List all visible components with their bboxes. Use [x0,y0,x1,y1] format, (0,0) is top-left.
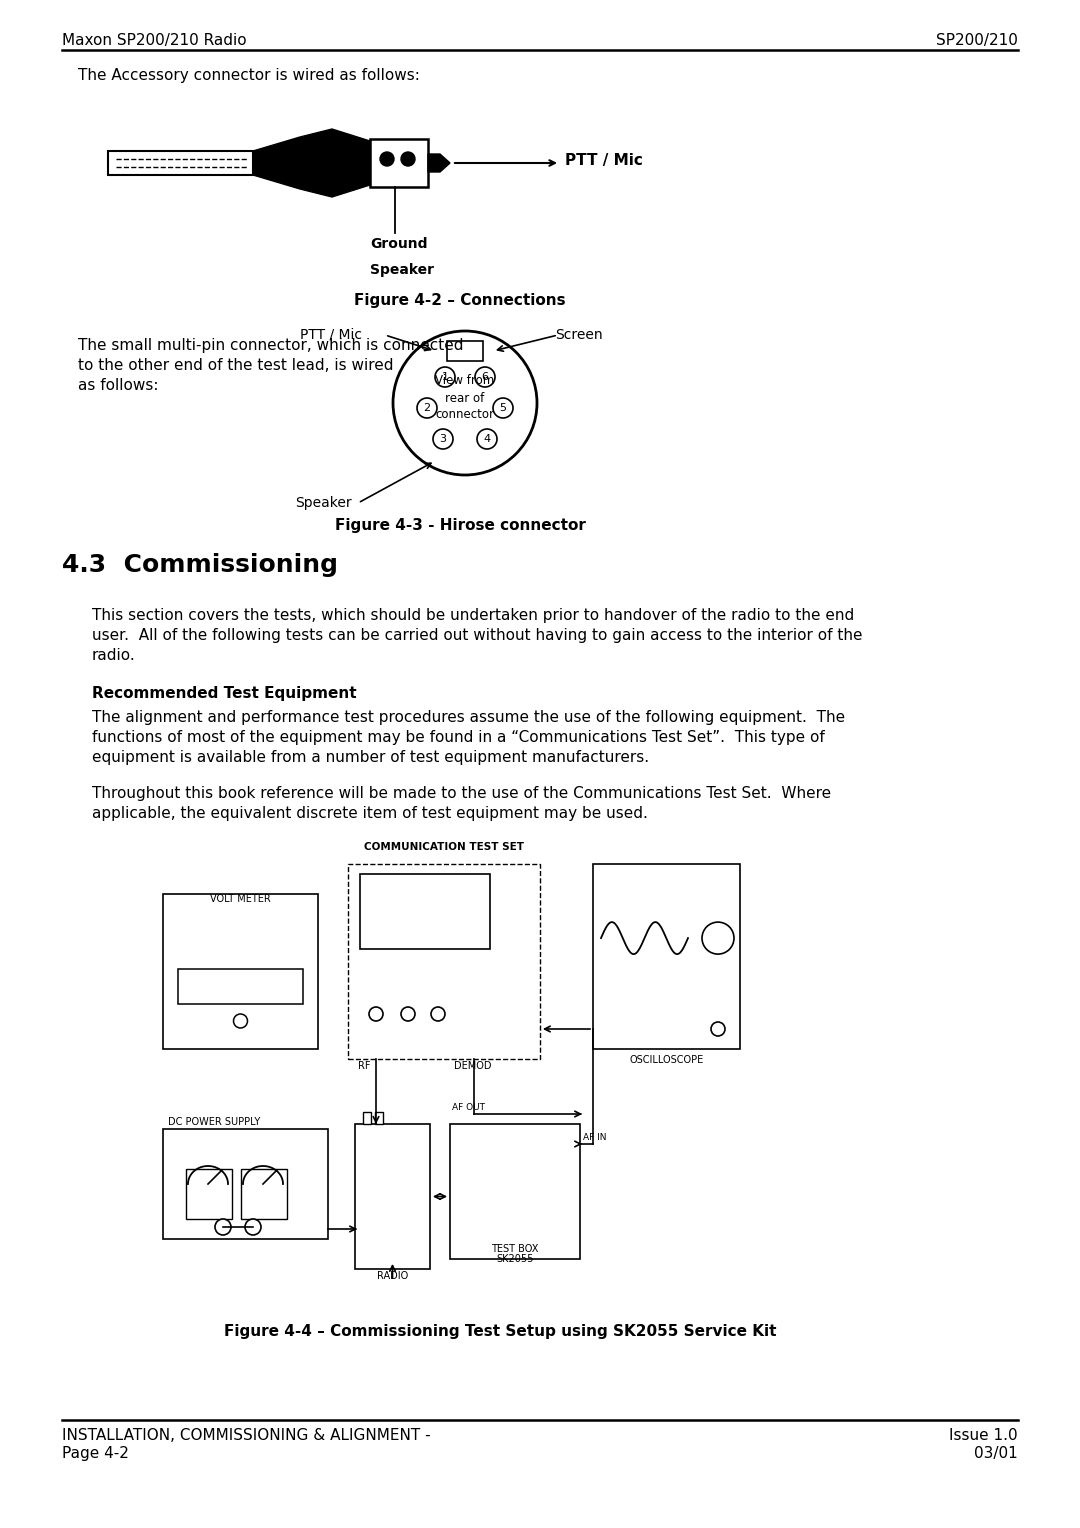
FancyBboxPatch shape [178,969,303,1004]
FancyBboxPatch shape [241,1169,287,1219]
Text: SP200/210: SP200/210 [936,34,1018,47]
Circle shape [431,1007,445,1021]
Circle shape [435,367,455,387]
Text: AF OUT: AF OUT [453,1103,485,1112]
Text: functions of most of the equipment may be found in a “Communications Test Set”. : functions of most of the equipment may b… [92,730,825,746]
Text: 3: 3 [440,434,446,445]
Text: applicable, the equivalent discrete item of test equipment may be used.: applicable, the equivalent discrete item… [92,805,648,821]
Text: TEST BOX: TEST BOX [491,1244,539,1254]
Text: Figure 4-2 – Connections: Figure 4-2 – Connections [354,293,566,309]
Text: Maxon SP200/210 Radio: Maxon SP200/210 Radio [62,34,246,47]
Text: Screen: Screen [555,329,603,342]
FancyBboxPatch shape [163,1129,328,1239]
Circle shape [492,397,513,419]
Text: Recommended Test Equipment: Recommended Test Equipment [92,686,356,701]
Text: Speaker: Speaker [370,263,434,277]
Circle shape [433,429,453,449]
Text: as follows:: as follows: [78,377,159,393]
Text: DEMOD: DEMOD [454,1060,491,1071]
Text: 2: 2 [423,403,431,413]
Text: Throughout this book reference will be made to the use of the Communications Tes: Throughout this book reference will be m… [92,785,832,801]
Circle shape [369,1007,383,1021]
Text: SK2055: SK2055 [497,1254,534,1264]
Text: user.  All of the following tests can be carried out without having to gain acce: user. All of the following tests can be … [92,628,863,643]
Circle shape [475,367,495,387]
Text: Page 4-2: Page 4-2 [62,1445,129,1461]
Text: 4: 4 [484,434,490,445]
FancyBboxPatch shape [348,863,540,1059]
FancyBboxPatch shape [370,139,428,186]
FancyBboxPatch shape [375,1112,383,1125]
Text: COMMUNICATION TEST SET: COMMUNICATION TEST SET [364,842,524,853]
Circle shape [477,429,497,449]
Text: 03/01: 03/01 [974,1445,1018,1461]
FancyBboxPatch shape [186,1169,232,1219]
Text: OSCILLOSCOPE: OSCILLOSCOPE [630,1054,704,1065]
Circle shape [417,397,437,419]
Circle shape [393,332,537,475]
Circle shape [215,1219,231,1235]
Text: This section covers the tests, which should be undertaken prior to handover of t: This section covers the tests, which sho… [92,608,854,623]
Text: Ground: Ground [370,237,428,251]
Text: 1: 1 [442,371,448,382]
Circle shape [233,1015,247,1028]
Polygon shape [253,128,370,197]
Text: RF: RF [357,1060,370,1071]
FancyBboxPatch shape [447,341,483,361]
Text: DC POWER SUPPLY: DC POWER SUPPLY [168,1117,260,1128]
Text: INSTALLATION, COMMISSIONING & ALIGNMENT -: INSTALLATION, COMMISSIONING & ALIGNMENT … [62,1429,431,1442]
Text: AF IN: AF IN [583,1132,607,1141]
Text: VOLT METER: VOLT METER [211,894,271,905]
Circle shape [245,1219,261,1235]
Circle shape [711,1022,725,1036]
Text: The small multi-pin connector, which is connected: The small multi-pin connector, which is … [78,338,463,353]
Text: equipment is available from a number of test equipment manufacturers.: equipment is available from a number of … [92,750,649,766]
Text: View from
rear of
connector: View from rear of connector [435,374,495,422]
Text: PTT / Mic: PTT / Mic [565,153,643,168]
Text: Issue 1.0: Issue 1.0 [949,1429,1018,1442]
Text: 5: 5 [499,403,507,413]
FancyBboxPatch shape [108,151,253,176]
Text: radio.: radio. [92,648,136,663]
FancyBboxPatch shape [355,1125,430,1268]
Text: RADIO: RADIO [377,1271,408,1280]
Circle shape [702,921,734,953]
Text: The Accessory connector is wired as follows:: The Accessory connector is wired as foll… [78,69,420,83]
Text: 6: 6 [482,371,488,382]
Text: PTT / Mic: PTT / Mic [300,329,362,342]
FancyBboxPatch shape [450,1125,580,1259]
FancyBboxPatch shape [163,894,318,1050]
Text: The alignment and performance test procedures assume the use of the following eq: The alignment and performance test proce… [92,711,846,724]
Text: Speaker: Speaker [295,497,352,510]
FancyBboxPatch shape [593,863,740,1050]
Circle shape [401,151,415,167]
FancyBboxPatch shape [360,874,490,949]
Text: 4.3  Commissioning: 4.3 Commissioning [62,553,338,578]
Circle shape [401,1007,415,1021]
Text: to the other end of the test lead, is wired: to the other end of the test lead, is wi… [78,358,393,373]
Circle shape [380,151,394,167]
Text: Figure 4-4 – Commissioning Test Setup using SK2055 Service Kit: Figure 4-4 – Commissioning Test Setup us… [224,1323,777,1339]
FancyBboxPatch shape [363,1112,372,1125]
Polygon shape [428,154,450,173]
Text: Figure 4-3 - Hirose connector: Figure 4-3 - Hirose connector [335,518,585,533]
